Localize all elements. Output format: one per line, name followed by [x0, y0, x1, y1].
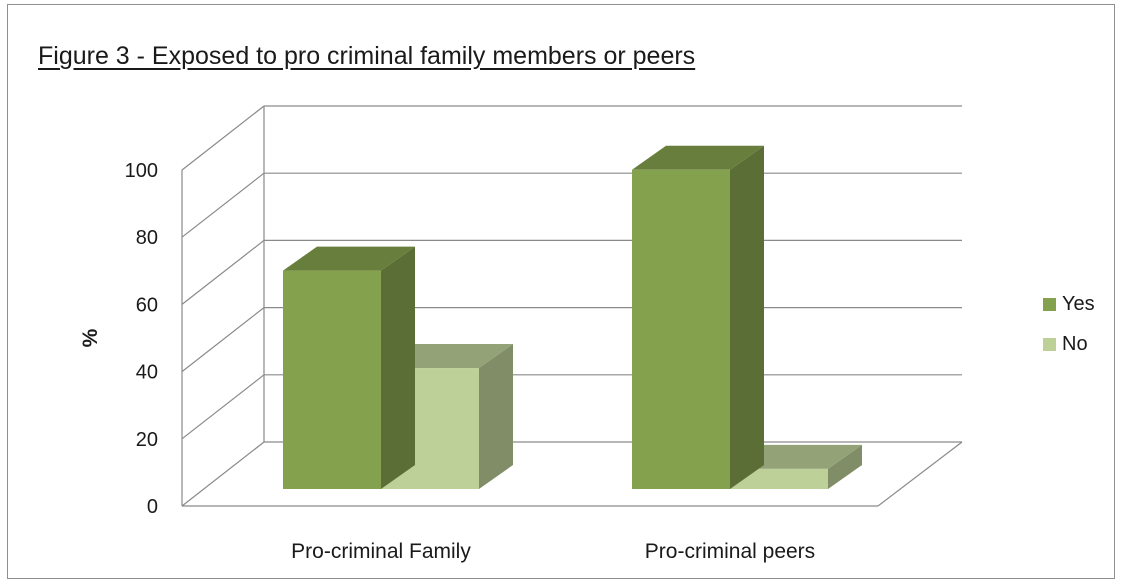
- legend-item-no: No: [1043, 332, 1095, 356]
- bar-side: [381, 246, 415, 489]
- gridline-diagonal: [181, 239, 265, 305]
- bar-top: [283, 246, 415, 271]
- gridline-diagonal: [181, 172, 265, 238]
- y-tick-label: 0: [147, 496, 158, 518]
- bar-side: [479, 344, 513, 489]
- gridline-diagonal: [181, 105, 265, 171]
- chart-title: Figure 3 - Exposed to pro criminal famil…: [38, 42, 696, 70]
- chart-bars: [283, 145, 862, 490]
- legend-swatch-no: [1043, 337, 1056, 351]
- y-tick-label: 60: [136, 294, 158, 316]
- x-category-label: Pro-criminal peers: [645, 540, 815, 563]
- bar-top: [632, 145, 764, 170]
- legend-label-no: No: [1062, 332, 1088, 355]
- legend-label-yes: Yes: [1062, 292, 1095, 315]
- bar-side: [828, 444, 862, 489]
- y-tick-label: 100: [125, 160, 158, 182]
- y-axis-ticks: 0 20 40 60 80 100: [125, 160, 158, 518]
- legend-item-yes: Yes: [1043, 292, 1095, 316]
- bar-side: [730, 145, 764, 490]
- y-tick-label: 40: [136, 362, 158, 384]
- bar-yes-1: [283, 246, 415, 489]
- y-axis-title: %: [79, 328, 102, 347]
- bar-front: [632, 169, 730, 490]
- chart-walls: [181, 106, 963, 507]
- x-axis-labels: Pro-criminal Family Pro-criminal peers: [291, 540, 815, 563]
- gridline-diagonal: [181, 441, 265, 507]
- chart-frame: [7, 4, 1115, 579]
- x-category-label: Pro-criminal Family: [291, 540, 471, 563]
- gridline-diagonal: [181, 374, 265, 440]
- bar-front: [730, 468, 828, 489]
- y-tick-label: 80: [136, 227, 158, 249]
- floor-right-edge: [877, 441, 963, 507]
- gridline-diagonal: [181, 307, 265, 373]
- y-tick-label: 20: [136, 429, 158, 451]
- bar-yes-2: [632, 145, 764, 490]
- chart-legend: Yes No: [1043, 292, 1095, 372]
- bar-front: [283, 270, 381, 489]
- legend-swatch-yes: [1043, 297, 1056, 311]
